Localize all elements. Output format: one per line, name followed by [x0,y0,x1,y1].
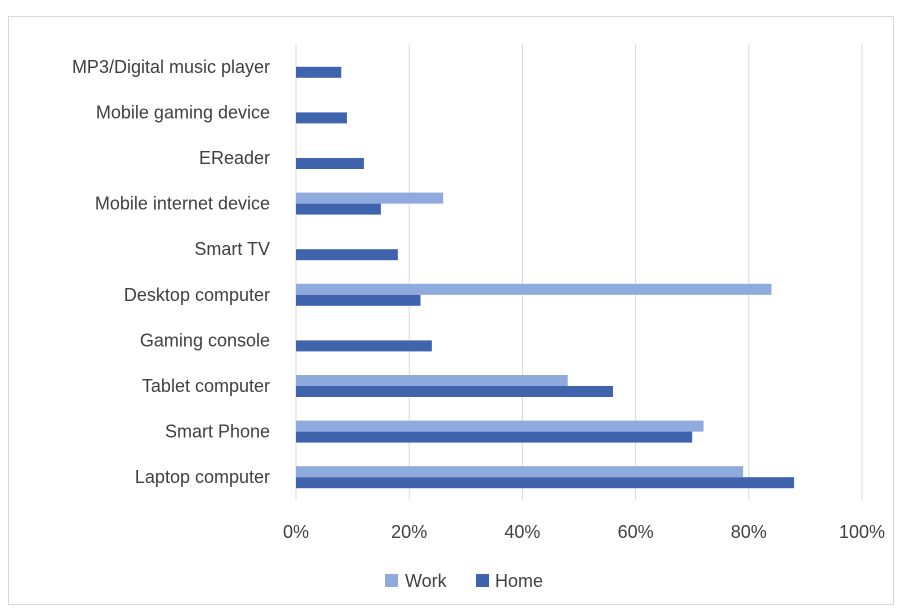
legend-label-work: Work [405,571,448,591]
bar-home [296,340,432,352]
x-tick-label: 0% [283,522,309,542]
x-tick-label: 60% [618,522,654,542]
bar-home [296,294,421,306]
bar-work [296,283,772,295]
category-label: MP3/Digital music player [72,57,270,77]
legend-swatch-work [385,574,398,587]
category-label: Laptop computer [135,467,270,487]
bar-work [296,466,744,478]
category-label: Gaming console [140,330,270,350]
category-label: Mobile internet device [95,194,270,214]
category-labels: Laptop computer Smart Phone Tablet compute… [72,57,270,487]
bar-home [296,249,398,261]
legend-swatch-home [476,574,489,587]
bar-home [296,158,364,169]
bar-home [296,386,613,397]
category-label: Tablet computer [142,376,270,396]
bar-work [296,192,444,204]
x-tick-label: 80% [731,522,767,542]
category-label: Desktop computer [124,285,270,305]
bar-home [296,66,342,78]
x-tick-labels: 0% 20% 40% 60% 80% 100% [283,522,885,542]
x-tick-label: 100% [839,522,885,542]
chart-frame [8,16,894,605]
category-label: Smart TV [194,239,270,259]
x-tick-label: 40% [504,522,540,542]
legend: Work Home [385,571,543,591]
bar-home [296,431,693,443]
x-tick-label: 20% [391,522,427,542]
bar-home [296,477,795,489]
category-label: Smart Phone [165,422,270,442]
bars [296,66,795,489]
bar-work [296,375,568,386]
bar-home [296,112,347,124]
category-label: Mobile gaming device [96,102,270,122]
bar-work [296,420,704,432]
bar-home [296,203,381,215]
legend-label-home: Home [495,571,543,591]
category-label: EReader [199,148,270,168]
